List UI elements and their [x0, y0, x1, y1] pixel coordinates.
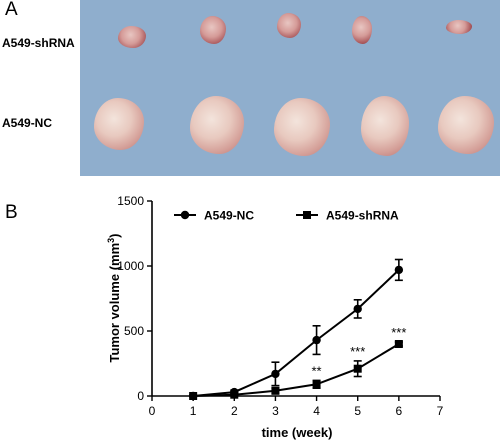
data-point [312, 335, 321, 345]
tumor-photo [80, 0, 500, 176]
legend-marker [303, 211, 311, 219]
tumor-shrna-2 [200, 16, 226, 44]
legend-label: A549-NC [204, 209, 254, 223]
panel-a-letter: A [5, 0, 18, 20]
data-point [271, 369, 280, 379]
y-axis-label-main: Tumor volume (mm [107, 243, 122, 363]
data-point [353, 304, 362, 314]
chart-legend: A549-NC A549-shRNA [174, 209, 399, 223]
plot-series: ******** [188, 258, 406, 401]
tumor-shrna-3 [277, 13, 301, 38]
x-tick-label: 7 [437, 404, 444, 418]
tumor-nc-3 [274, 98, 330, 156]
y-tick-label: 1000 [117, 259, 144, 273]
y-axis-label-superscript: 3 [106, 238, 116, 243]
data-point [271, 386, 280, 395]
tumor-shrna-1 [118, 26, 146, 48]
significance-label: *** [350, 344, 365, 359]
row-label-nc: A549-NC [2, 116, 53, 130]
data-point [394, 265, 404, 275]
tumor-shrna-4 [352, 16, 372, 44]
series-line-A549-shRNA [193, 343, 400, 397]
x-axis-label: time (week) [262, 425, 333, 440]
x-tick-label: 0 [149, 404, 156, 418]
row-label-shrna: A549-shRNA [2, 36, 75, 50]
data-point [312, 380, 321, 389]
y-tick-label: 500 [124, 324, 144, 338]
data-point [353, 364, 362, 373]
tumor-shrna-5 [446, 20, 472, 34]
x-tick-label: 2 [231, 404, 238, 418]
significance-label: ** [312, 363, 322, 378]
y-axis-label-close: ) [107, 233, 122, 237]
y-tick-label: 0 [137, 389, 144, 403]
y-tick-label: 1500 [117, 194, 144, 208]
legend-label: A549-shRNA [326, 209, 399, 223]
data-point [189, 392, 198, 400]
x-tick-label: 3 [272, 404, 279, 418]
series-line-A549-NC [193, 269, 400, 397]
plot-axes: 0 1 2 3 4 5 6 7 0 500 1000 1500 [117, 194, 443, 418]
x-tick-label: 4 [313, 404, 320, 418]
panel-b-letter: B [5, 202, 18, 223]
data-point [394, 340, 403, 348]
x-tick-label: 5 [354, 404, 361, 418]
x-tick-label: 6 [396, 404, 403, 418]
significance-label: *** [391, 325, 406, 340]
tumor-nc-5 [438, 96, 494, 154]
data-point [230, 390, 239, 399]
y-axis-label: Tumor volume (mm3) [106, 233, 122, 362]
tumor-nc-1 [94, 98, 144, 150]
x-tick-label: 1 [190, 404, 197, 418]
tumor-nc-4 [361, 96, 409, 156]
legend-marker [180, 210, 190, 220]
tumor-nc-2 [190, 96, 244, 154]
